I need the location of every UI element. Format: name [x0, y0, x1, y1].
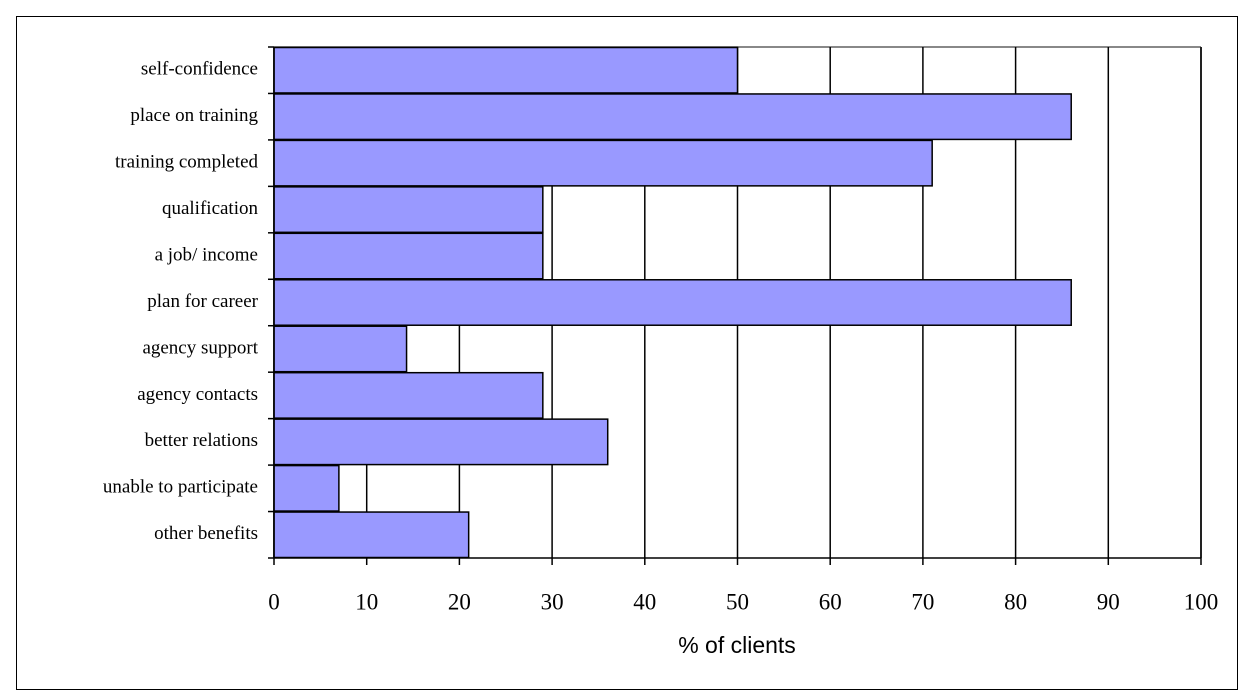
- x-tick-label: 70: [911, 589, 934, 614]
- y-tick-label: agency contacts: [137, 384, 258, 405]
- x-tick-label: 20: [448, 589, 471, 614]
- bar: [273, 93, 1072, 141]
- y-tick-label: better relations: [145, 430, 258, 451]
- bar: [273, 371, 544, 419]
- bar: [273, 418, 609, 466]
- bar: [273, 139, 933, 187]
- bar: [273, 325, 408, 373]
- y-tick-label: place on training: [130, 105, 258, 126]
- bar: [273, 279, 1072, 326]
- y-tick-label: a job/ income: [155, 244, 258, 265]
- y-tick-label: training completed: [115, 151, 258, 172]
- x-tick-label: 10: [355, 589, 378, 614]
- bar: [273, 46, 739, 94]
- y-tick-label: self-confidence: [141, 59, 258, 80]
- x-tick-label: 90: [1097, 589, 1120, 614]
- x-tick-label: 30: [541, 589, 564, 614]
- bar: [273, 232, 544, 280]
- x-tick-label: 80: [1004, 589, 1027, 614]
- bar: [273, 464, 340, 512]
- x-tick-label: 0: [268, 589, 280, 614]
- x-tick-label: 60: [819, 589, 842, 614]
- bar: [273, 511, 470, 559]
- y-tick-label: plan for career: [147, 291, 258, 312]
- y-tick-label: qualification: [162, 198, 259, 219]
- x-tick-label: 40: [633, 589, 656, 614]
- y-tick-label: unable to participate: [103, 477, 258, 498]
- bar: [273, 186, 544, 234]
- y-tick-label: other benefits: [154, 523, 258, 544]
- x-tick-label: 100: [1184, 589, 1219, 614]
- x-axis-title: % of clients: [678, 632, 796, 658]
- x-tick-label: 50: [726, 589, 749, 614]
- y-tick-label: agency support: [142, 337, 258, 358]
